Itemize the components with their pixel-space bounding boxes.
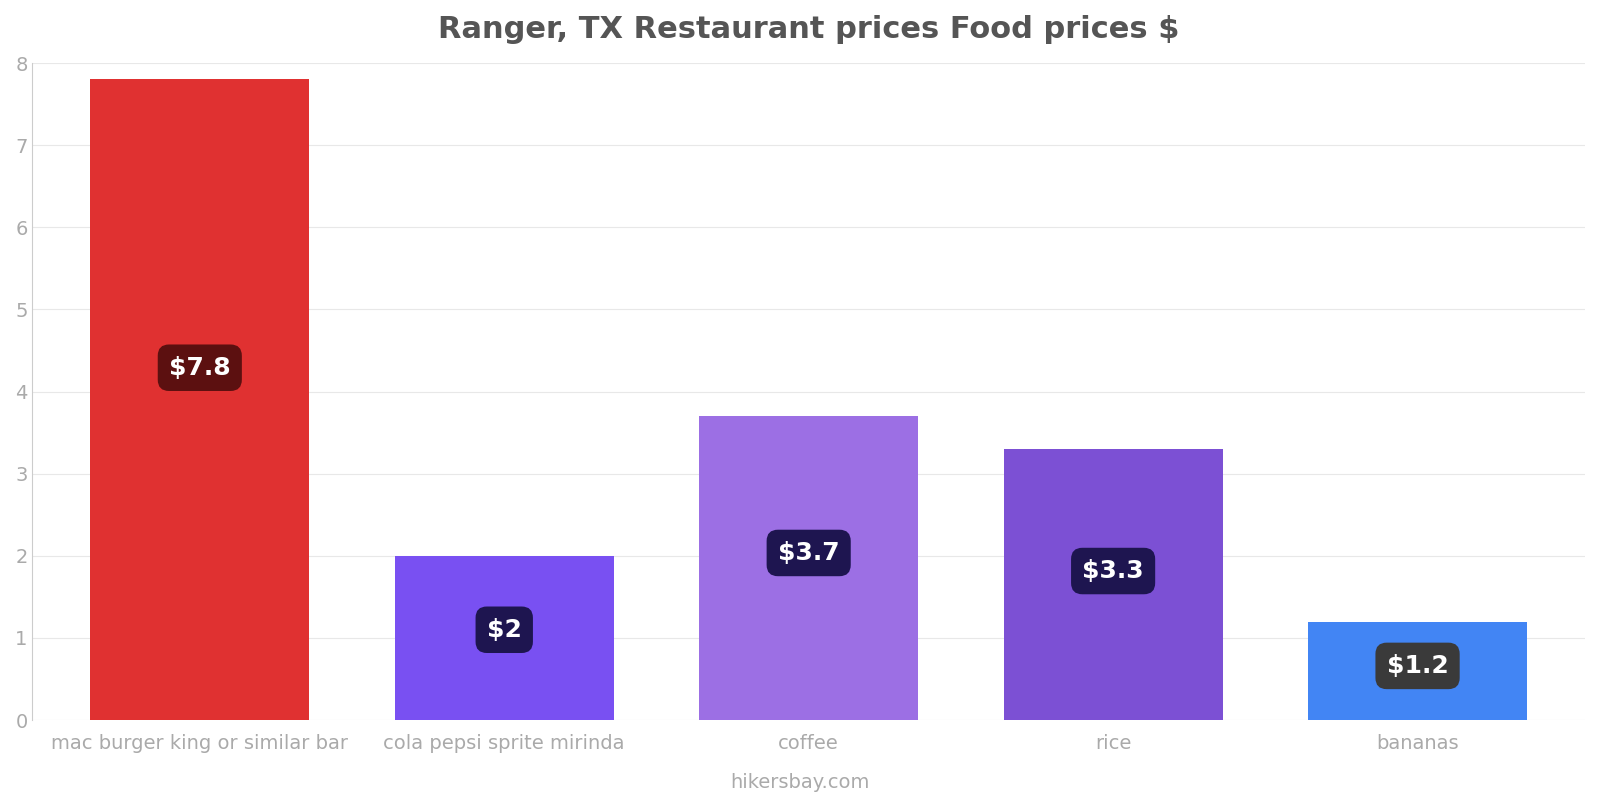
Bar [395,556,614,720]
Text: $1.2: $1.2 [1387,654,1448,678]
Bar [90,79,309,720]
Text: hikersbay.com: hikersbay.com [730,773,870,792]
Text: $2: $2 [486,618,522,642]
Text: $7.8: $7.8 [170,356,230,380]
Bar [1003,449,1222,720]
Bar [1307,622,1526,720]
Text: $3.7: $3.7 [778,541,840,565]
Bar [699,416,918,720]
Text: $3.3: $3.3 [1082,559,1144,583]
Title: Ranger, TX Restaurant prices Food prices $: Ranger, TX Restaurant prices Food prices… [438,15,1179,44]
